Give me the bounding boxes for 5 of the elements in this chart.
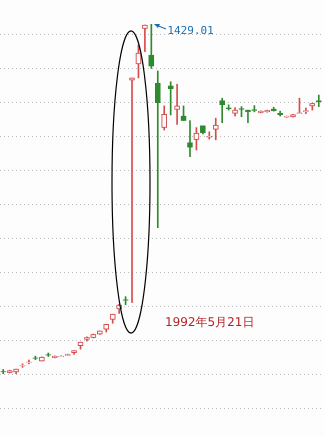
candlestick	[129, 78, 135, 303]
candlestick	[187, 120, 193, 157]
candlestick	[238, 106, 244, 118]
annotation: 1992年5月21日	[165, 315, 254, 330]
annotation: 1429.01	[167, 24, 214, 37]
